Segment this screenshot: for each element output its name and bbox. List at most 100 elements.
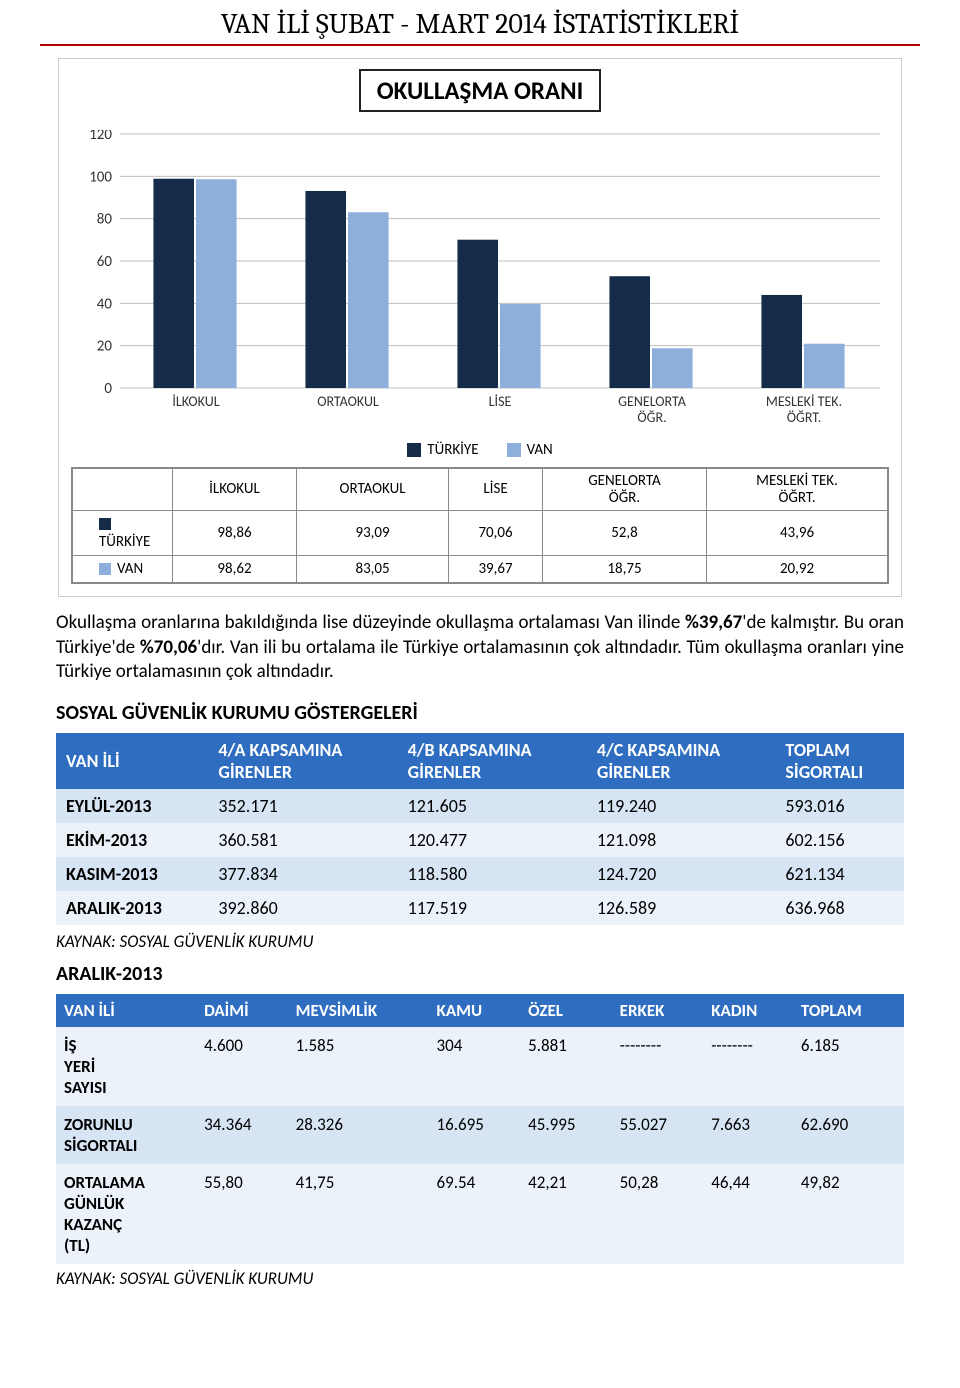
legend-swatch: [507, 443, 521, 457]
sgk-cell: 621.134: [775, 857, 904, 891]
series-name: VAN: [117, 560, 143, 578]
table-cell: 43,96: [707, 511, 888, 556]
table-col-header: MESLEKİ TEK.ÖĞRT.: [707, 469, 888, 511]
x-category-label: MESLEKİ TEK.ÖĞRT.: [766, 393, 842, 426]
table-row-header: VAN: [73, 556, 173, 583]
sgk-cell: 117.519: [398, 891, 587, 925]
detail-cell: 4.600: [196, 1027, 288, 1106]
detail-col-header: KAMU: [429, 994, 521, 1027]
bar: [305, 191, 346, 388]
detail-cell: 304: [429, 1027, 521, 1106]
bar: [652, 348, 693, 388]
sgk-cell: 636.968: [775, 891, 904, 925]
detail-cell: 49,82: [793, 1164, 904, 1264]
chart-legend: TÜRKİYEVAN: [69, 441, 891, 459]
x-category-label: GENELORTAÖĞR.: [618, 393, 687, 426]
bar: [500, 304, 541, 388]
sgk-cell: 593.016: [775, 789, 904, 823]
table-cell: 39,67: [449, 556, 543, 583]
page-title: VAN İLİ ŞUBAT - MART 2014 İSTATİSTİKLERİ: [40, 0, 920, 46]
series-swatch: [99, 563, 111, 575]
detail-col-header: VAN İLİ: [56, 994, 196, 1027]
sgk-source-note: KAYNAK: SOSYAL GÜVENLİK KURUMU: [56, 931, 904, 952]
sgk-cell: 121.605: [398, 789, 587, 823]
detail-cell: 28.326: [288, 1106, 429, 1164]
table-col-header: İLKOKUL: [173, 469, 297, 511]
table-cell: 93,09: [296, 511, 448, 556]
y-tick-label: 20: [97, 338, 113, 356]
detail-cell: İŞYERİSAYISI: [56, 1027, 196, 1106]
sgk-cell: 120.477: [398, 823, 587, 857]
detail-cell: ORTALAMAGÜNLÜKKAZANÇ(TL): [56, 1164, 196, 1264]
bar: [348, 212, 389, 388]
detail-subheader: ARALIK-2013: [56, 962, 904, 986]
detail-cell: 55,80: [196, 1164, 288, 1264]
table-cell: 83,05: [296, 556, 448, 583]
table-corner: [73, 469, 173, 511]
sgk-table: VAN İLİ4/A KAPSAMINAGİRENLER4/B KAPSAMIN…: [56, 733, 904, 925]
detail-col-header: KADIN: [703, 994, 793, 1027]
detail-cell: 41,75: [288, 1164, 429, 1264]
legend-item: TÜRKİYE: [407, 441, 478, 459]
detail-cell: 55.027: [612, 1106, 704, 1164]
series-swatch: [99, 518, 111, 530]
sgk-cell: EYLÜL-2013: [56, 789, 208, 823]
sgk-cell: EKİM-2013: [56, 823, 208, 857]
table-cell: 52,8: [542, 511, 706, 556]
detail-cell: 7.663: [703, 1106, 793, 1164]
detail-cell: --------: [612, 1027, 704, 1106]
table-col-header: LİSE: [449, 469, 543, 511]
detail-cell: 42,21: [520, 1164, 612, 1264]
sgk-cell: ARALIK-2013: [56, 891, 208, 925]
x-category-label: LİSE: [489, 393, 512, 410]
sgk-cell: KASIM-2013: [56, 857, 208, 891]
detail-table: VAN İLİDAİMİMEVSİMLİKKAMUÖZELERKEKKADINT…: [56, 994, 904, 1264]
y-tick-label: 60: [97, 253, 113, 271]
detail-cell: 62.690: [793, 1106, 904, 1164]
bar: [196, 179, 237, 388]
x-category-label: İLKOKUL: [172, 393, 219, 410]
y-tick-label: 40: [97, 295, 113, 313]
legend-label: TÜRKİYE: [427, 441, 478, 459]
detail-cell: 5.881: [520, 1027, 612, 1106]
detail-cell: 16.695: [429, 1106, 521, 1164]
x-category-label: ORTAOKUL: [317, 393, 379, 410]
detail-cell: 69.54: [429, 1164, 521, 1264]
detail-cell: 6.185: [793, 1027, 904, 1106]
detail-col-header: DAİMİ: [196, 994, 288, 1027]
y-tick-label: 0: [104, 380, 112, 398]
detail-cell: 50,28: [612, 1164, 704, 1264]
table-cell: 98,86: [173, 511, 297, 556]
table-row-header: TÜRKİYE: [73, 511, 173, 556]
detail-cell: 46,44: [703, 1164, 793, 1264]
sgk-cell: 126.589: [587, 891, 775, 925]
detail-col-header: ÖZEL: [520, 994, 612, 1027]
table-cell: 20,92: [707, 556, 888, 583]
sgk-col-header: VAN İLİ: [56, 733, 208, 789]
sgk-cell: 124.720: [587, 857, 775, 891]
bar: [761, 295, 802, 388]
detail-cell: 34.364: [196, 1106, 288, 1164]
sgk-cell: 352.171: [208, 789, 397, 823]
table-cell: 18,75: [542, 556, 706, 583]
detail-cell: 45.995: [520, 1106, 612, 1164]
detail-col-header: TOPLAM: [793, 994, 904, 1027]
sgk-cell: 121.098: [587, 823, 775, 857]
table-cell: 70,06: [449, 511, 543, 556]
detail-cell: ZORUNLUSİGORTALI: [56, 1106, 196, 1164]
sgk-cell: 360.581: [208, 823, 397, 857]
sgk-cell: 377.834: [208, 857, 397, 891]
sgk-col-header: 4/A KAPSAMINAGİRENLER: [208, 733, 397, 789]
series-name: TÜRKİYE: [99, 533, 150, 551]
sgk-section-header: SOSYAL GÜVENLİK KURUMU GÖSTERGELERİ: [56, 701, 904, 725]
sgk-cell: 602.156: [775, 823, 904, 857]
table-col-header: GENELORTAÖĞR.: [542, 469, 706, 511]
sgk-cell: 119.240: [587, 789, 775, 823]
chart-data-table: İLKOKULORTAOKULLİSEGENELORTAÖĞR.MESLEKİ …: [72, 468, 888, 583]
bar: [609, 276, 650, 388]
y-tick-label: 120: [89, 130, 112, 144]
y-tick-label: 100: [89, 168, 112, 186]
detail-cell: --------: [703, 1027, 793, 1106]
sgk-cell: 392.860: [208, 891, 397, 925]
chart-container: OKULLAŞMA ORANI 020406080100120 İLKOKULO…: [58, 58, 902, 597]
